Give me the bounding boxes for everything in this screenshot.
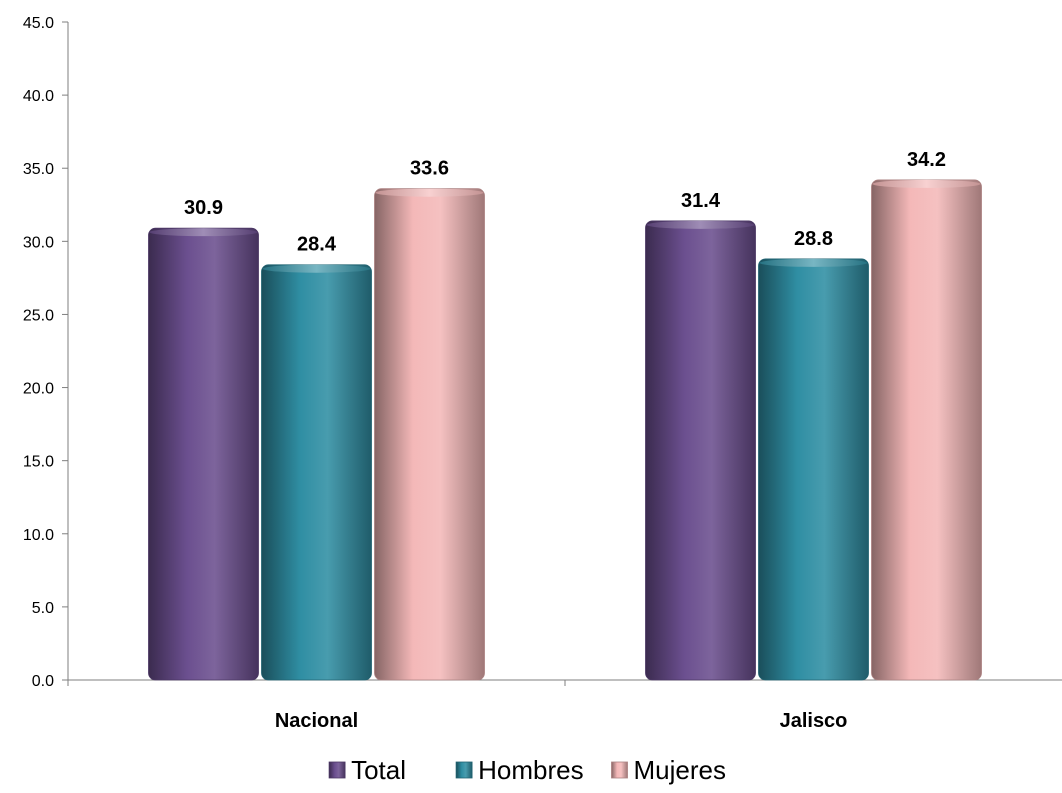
bar-mujeres-jalisco bbox=[871, 179, 982, 681]
y-tick-label: 35.0 bbox=[23, 161, 54, 178]
y-tick-label: 40.0 bbox=[23, 88, 54, 105]
bar-hombres-nacional bbox=[261, 264, 372, 681]
labels: 30.9 28.4 33.6 Nacional 31.4 28.8 34.2 Jalisco bbox=[184, 149, 946, 732]
y-tick-label: 15.0 bbox=[23, 454, 54, 471]
data-label: 33.6 bbox=[410, 158, 449, 180]
bar-total-nacional bbox=[148, 227, 259, 681]
bar-cap bbox=[262, 264, 371, 273]
bar-total-jalisco bbox=[645, 220, 756, 681]
bar-cap bbox=[646, 220, 755, 229]
y-tick-label: 45.0 bbox=[23, 15, 54, 32]
legend-swatch-hombres bbox=[455, 761, 473, 779]
data-label: 34.2 bbox=[907, 149, 946, 171]
y-tick-label: 20.0 bbox=[23, 381, 54, 398]
y-tick-label: 10.0 bbox=[23, 527, 54, 544]
legend-label-hombres: Hombres bbox=[478, 755, 583, 785]
y-tick-label: 25.0 bbox=[23, 307, 54, 324]
bar-cap bbox=[375, 188, 484, 197]
data-label: 30.9 bbox=[184, 197, 223, 219]
legend-label-mujeres: Mujeres bbox=[634, 755, 726, 785]
x-category-label: Jalisco bbox=[780, 710, 848, 732]
y-tick-label: 0.0 bbox=[32, 673, 54, 690]
bar-cap bbox=[759, 258, 868, 267]
bars bbox=[148, 179, 982, 681]
legend-swatch-total bbox=[328, 761, 346, 779]
bar-mujeres-nacional bbox=[374, 188, 485, 681]
x-category-label: Nacional bbox=[275, 710, 358, 732]
bar-cap bbox=[872, 179, 981, 188]
legend-swatch-mujeres bbox=[611, 761, 628, 779]
data-label: 31.4 bbox=[681, 190, 721, 212]
data-label: 28.8 bbox=[794, 228, 833, 250]
legend: Total Hombres Mujeres bbox=[328, 755, 726, 785]
y-tick-label: 5.0 bbox=[32, 600, 54, 617]
legend-label-total: Total bbox=[351, 755, 406, 785]
data-label: 28.4 bbox=[297, 234, 337, 256]
bar-hombres-jalisco bbox=[758, 258, 869, 681]
y-tick-label: 30.0 bbox=[23, 234, 54, 251]
bar-cap bbox=[149, 228, 258, 237]
